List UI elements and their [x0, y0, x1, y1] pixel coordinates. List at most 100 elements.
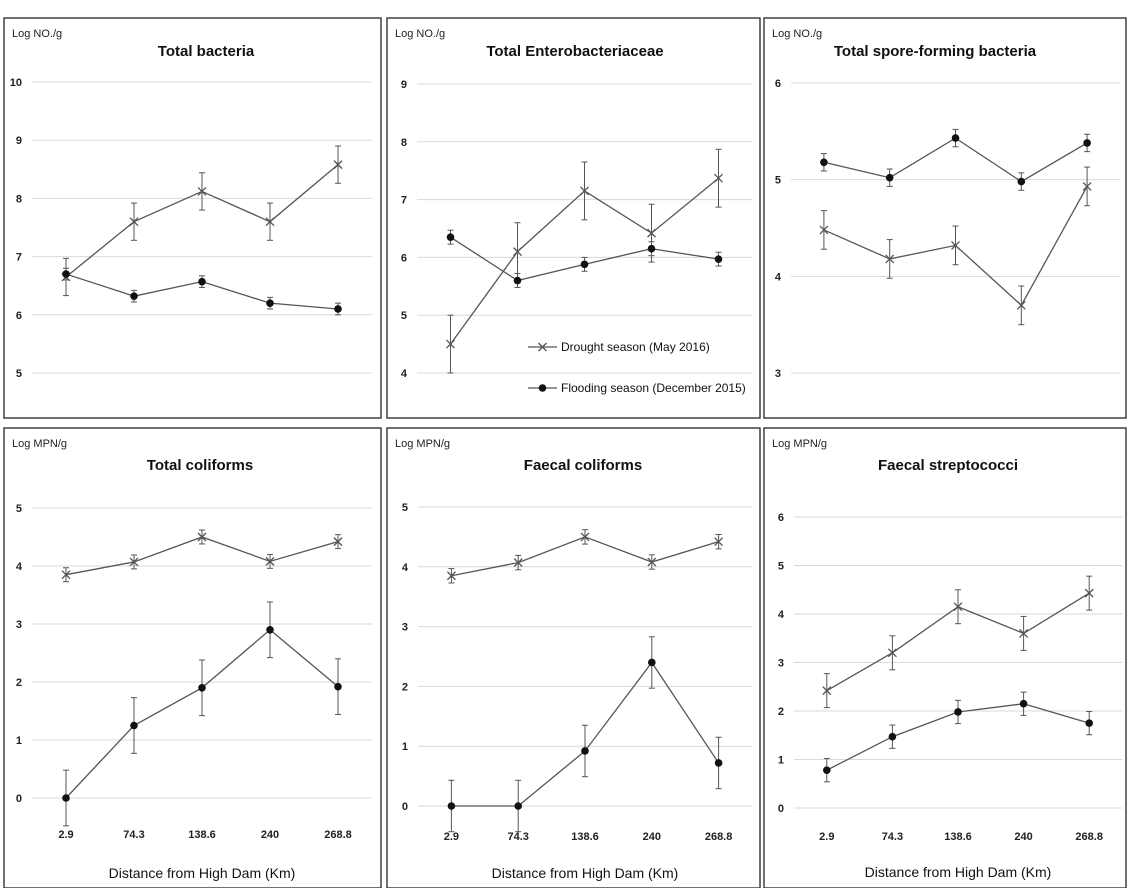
cross-stroke	[446, 571, 456, 581]
x-tick-label: 268.8	[705, 831, 733, 843]
cross-stroke	[953, 602, 963, 612]
data-point-dot	[1019, 699, 1028, 708]
data-point-dot	[1085, 719, 1093, 727]
data-point-dot	[888, 732, 897, 741]
chart-title: Total bacteria	[158, 43, 255, 60]
data-point-cross	[61, 570, 71, 580]
y-tick-label: 3	[16, 619, 22, 631]
cross-stroke	[513, 247, 522, 257]
y-tick-label: 2	[16, 677, 22, 689]
data-point-cross	[1019, 628, 1029, 638]
cross-stroke	[197, 532, 207, 542]
data-point-dot	[647, 244, 656, 253]
y-tick-label: 5	[16, 503, 22, 515]
data-point-cross	[580, 186, 589, 196]
y-tick-label: 3	[778, 658, 784, 670]
series-flooding	[62, 601, 342, 827]
x-tick-label: 268.8	[324, 829, 352, 841]
y-tick-label: 5	[775, 175, 781, 187]
y-axis-label: Log NO./g	[12, 28, 62, 40]
y-tick-label: 4	[16, 561, 23, 573]
panel-frame	[386, 427, 761, 888]
y-axis-label: Log MPN/g	[12, 438, 67, 450]
x-tick-label: 138.6	[944, 831, 972, 843]
y-axis-label: Log NO./g	[395, 28, 445, 40]
y-axis-label: Log MPN/g	[395, 438, 450, 450]
data-point-dot	[580, 260, 589, 269]
series-flooding	[62, 267, 342, 316]
y-tick-label: 10	[10, 77, 22, 89]
data-point-cross	[819, 225, 829, 235]
series-drought	[61, 529, 343, 583]
y-tick-label: 5	[778, 561, 784, 573]
series-drought	[446, 148, 723, 374]
y-tick-label: 5	[402, 502, 408, 514]
cross-stroke	[822, 686, 832, 696]
y-tick-label: 6	[16, 310, 22, 322]
panel-frame	[3, 17, 382, 419]
chart-title: Faecal coliforms	[524, 457, 642, 474]
cross-stroke	[819, 225, 829, 235]
y-tick-label: 7	[401, 195, 407, 207]
data-point-dot	[198, 277, 206, 286]
data-point-cross	[265, 217, 275, 227]
cross-stroke	[1084, 588, 1094, 598]
data-point-dot	[62, 270, 70, 278]
data-point-dot	[1083, 139, 1091, 147]
chart-panel-2: 4 5 6 7 8 9 Log NO./g Total Enterobacteriaceae D…	[386, 17, 761, 419]
cross-stroke	[885, 254, 895, 264]
legend-label: Drought season (May 2016)	[561, 340, 710, 354]
data-point-dot	[513, 276, 522, 285]
data-point-dot	[334, 305, 342, 313]
x-tick-label: 74.3	[507, 831, 528, 843]
y-tick-label: 0	[778, 803, 784, 815]
y-tick-label: 2	[778, 706, 784, 718]
data-point-dot	[266, 626, 274, 634]
chart-title: Faecal streptococci	[878, 457, 1018, 474]
cross-stroke	[446, 339, 455, 349]
data-point-cross	[647, 557, 657, 567]
data-point-cross	[513, 247, 522, 257]
data-point-cross	[333, 160, 343, 170]
data-point-dot	[885, 173, 894, 182]
x-tick-label: 138.6	[188, 829, 216, 841]
series-flooding	[447, 636, 723, 833]
x-tick-label: 2.9	[444, 831, 459, 843]
cross-stroke	[647, 557, 657, 567]
cross-stroke	[580, 186, 589, 196]
cross-stroke	[714, 173, 723, 183]
legend-dot-icon	[538, 384, 547, 392]
cross-stroke	[1016, 300, 1026, 310]
y-axis-label: Log MPN/g	[772, 438, 827, 450]
data-point-cross	[513, 558, 523, 568]
y-tick-label: 4	[775, 271, 782, 283]
panel-frame	[386, 17, 761, 419]
cross-stroke	[129, 217, 139, 227]
legend-label: Flooding season (December 2015)	[561, 381, 746, 395]
chart-panel-5: 0 1 2 3 4 5 Log MPN/g Faecal coliforms 2.9 74.3 13…	[386, 427, 761, 888]
cross-stroke	[951, 240, 960, 250]
data-point-dot	[714, 759, 723, 767]
data-point-dot	[951, 134, 960, 142]
panel-frame	[763, 427, 1127, 888]
cross-stroke	[61, 570, 71, 580]
series-drought	[446, 529, 724, 584]
y-tick-label: 0	[16, 793, 22, 805]
panel-frame	[763, 17, 1127, 419]
data-point-dot	[1017, 177, 1026, 186]
chart-panel-1: 5 6 7 8 9 10 Log NO./g Total bacteria	[3, 17, 382, 419]
data-point-dot	[954, 708, 962, 716]
y-tick-label: 2	[402, 681, 408, 693]
legend: Drought season (May 2016) Flooding season…	[528, 340, 746, 395]
series-flooding	[446, 229, 723, 288]
cross-stroke	[265, 556, 275, 566]
data-point-dot	[130, 721, 138, 730]
x-tick-label: 138.6	[571, 831, 599, 843]
data-point-cross	[333, 537, 343, 547]
data-point-cross	[580, 532, 590, 542]
data-point-cross	[446, 571, 456, 581]
cross-stroke	[647, 228, 656, 238]
data-point-cross	[197, 532, 207, 542]
